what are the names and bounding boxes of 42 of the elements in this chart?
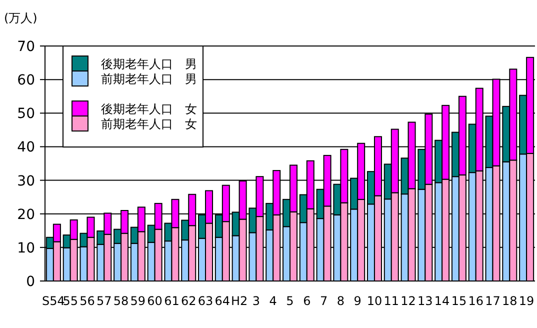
x-tick-label: 8 xyxy=(336,294,345,308)
x-tick-label: 3 xyxy=(252,294,260,308)
x-tick-label: 63 xyxy=(198,294,214,308)
x-tick-label: 6 xyxy=(303,294,311,308)
y-axis-title: (万人) xyxy=(4,11,38,25)
x-tick-label: 9 xyxy=(354,294,362,308)
x-tick-label: 4 xyxy=(269,294,277,308)
y-tick-label: 50 xyxy=(17,106,35,122)
y-tick-label: 20 xyxy=(17,206,35,223)
x-tick-label: 61 xyxy=(164,294,180,308)
x-tick-label: 15 xyxy=(451,294,467,308)
x-tick-label: S54 xyxy=(42,294,65,308)
x-tick-label: 59 xyxy=(130,294,146,308)
x-tick-label: 18 xyxy=(502,294,518,308)
x-tick-label: 64 xyxy=(214,294,230,308)
x-tick-label: 5 xyxy=(286,294,294,308)
y-tick-label: 30 xyxy=(17,173,35,190)
legend-label: 後期老年人口 女 xyxy=(101,102,197,116)
x-tick-label: H2 xyxy=(230,294,248,308)
y-tick-label: 60 xyxy=(17,72,35,89)
y-tick-label: 0 xyxy=(26,274,35,290)
x-tick-label: 60 xyxy=(147,294,162,308)
x-tick-label: 19 xyxy=(518,294,534,308)
x-tick-label: 7 xyxy=(320,294,328,308)
x-tick-label: 11 xyxy=(384,294,400,308)
x-tick-label: 62 xyxy=(180,294,196,308)
x-tick-label: 12 xyxy=(400,294,416,308)
legend-label: 前期老年人口 女 xyxy=(101,117,197,131)
legend-label: 前期老年人口 男 xyxy=(101,72,197,86)
x-tick-label: 55 xyxy=(62,294,78,308)
legend-label: 後期老年人口 男 xyxy=(101,57,197,71)
y-tick-label: 10 xyxy=(17,240,35,256)
x-tick-label: 57 xyxy=(96,294,112,308)
x-tick-label: 58 xyxy=(113,294,129,308)
y-tick-label: 40 xyxy=(17,140,35,156)
x-tick-label: 16 xyxy=(468,294,484,308)
x-tick-label: 10 xyxy=(366,294,382,308)
x-tick-label: 14 xyxy=(434,294,450,308)
x-tick-label: 17 xyxy=(485,294,500,308)
x-tick-label: 13 xyxy=(418,294,433,308)
y-tick-label: 70 xyxy=(17,39,35,55)
x-tick-label: 56 xyxy=(80,294,95,308)
